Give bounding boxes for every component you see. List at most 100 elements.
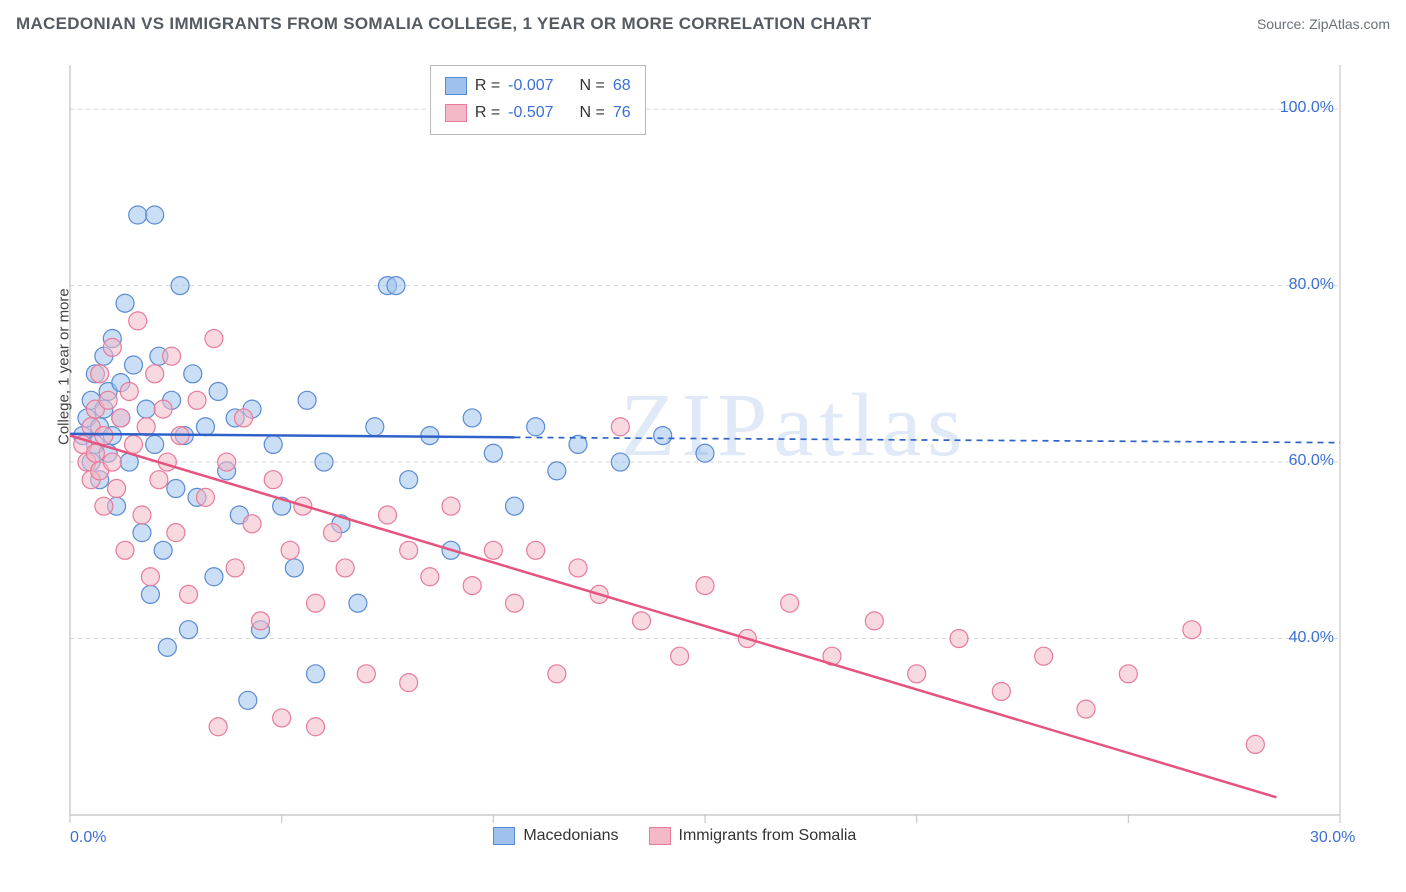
- data-point: [323, 524, 341, 542]
- data-point: [125, 356, 143, 374]
- data-point: [209, 382, 227, 400]
- source-prefix: Source:: [1257, 16, 1309, 32]
- data-point: [654, 427, 672, 445]
- data-point: [129, 206, 147, 224]
- data-point: [171, 277, 189, 295]
- source-attribution: Source: ZipAtlas.com: [1257, 16, 1390, 32]
- data-point: [205, 330, 223, 348]
- data-point: [188, 391, 206, 409]
- stats-row: R =-0.007N =68: [445, 72, 631, 99]
- y-axis-label: College, 1 year or more: [56, 288, 73, 445]
- r-value: -0.507: [508, 99, 553, 126]
- data-point: [307, 594, 325, 612]
- data-point: [400, 471, 418, 489]
- x-tick-label: 0.0%: [70, 829, 106, 847]
- y-tick-label: 100.0%: [1280, 99, 1334, 117]
- data-point: [205, 568, 223, 586]
- data-point: [243, 515, 261, 533]
- data-point: [548, 665, 566, 683]
- data-point: [167, 480, 185, 498]
- data-point: [180, 621, 198, 639]
- data-point: [696, 577, 714, 595]
- data-point: [527, 541, 545, 559]
- source-name: ZipAtlas.com: [1309, 16, 1390, 32]
- scatter-chart-svg: [50, 55, 1360, 835]
- data-point: [1183, 621, 1201, 639]
- data-point: [146, 206, 164, 224]
- data-point: [120, 382, 138, 400]
- data-point: [569, 559, 587, 577]
- data-point: [154, 541, 172, 559]
- data-point: [86, 444, 104, 462]
- data-point: [167, 524, 185, 542]
- chart-title: MACEDONIAN VS IMMIGRANTS FROM SOMALIA CO…: [16, 14, 871, 34]
- data-point: [196, 418, 214, 436]
- data-point: [146, 435, 164, 453]
- data-point: [357, 665, 375, 683]
- n-value: 76: [613, 99, 631, 126]
- data-point: [285, 559, 303, 577]
- data-point: [218, 453, 236, 471]
- data-point: [137, 400, 155, 418]
- data-point: [146, 365, 164, 383]
- data-point: [163, 347, 181, 365]
- data-point: [463, 577, 481, 595]
- data-point: [226, 559, 244, 577]
- data-point: [125, 435, 143, 453]
- data-point: [184, 365, 202, 383]
- data-point: [196, 488, 214, 506]
- data-point: [1119, 665, 1137, 683]
- data-point: [527, 418, 545, 436]
- stats-row: R =-0.507N =76: [445, 99, 631, 126]
- data-point: [349, 594, 367, 612]
- r-value: -0.007: [508, 72, 553, 99]
- data-point: [133, 524, 151, 542]
- data-point: [298, 391, 316, 409]
- data-point: [264, 435, 282, 453]
- series-swatch: [445, 77, 467, 95]
- data-point: [273, 709, 291, 727]
- data-point: [315, 453, 333, 471]
- data-point: [484, 541, 502, 559]
- data-point: [239, 691, 257, 709]
- data-point: [1077, 700, 1095, 718]
- x-tick-label: 30.0%: [1310, 829, 1355, 847]
- data-point: [1246, 735, 1264, 753]
- data-point: [154, 400, 172, 418]
- r-label: R =: [475, 72, 500, 99]
- series-swatch: [445, 104, 467, 122]
- trend-line: [70, 436, 1277, 798]
- data-point: [180, 585, 198, 603]
- data-point: [116, 294, 134, 312]
- data-point: [865, 612, 883, 630]
- data-point: [633, 612, 651, 630]
- data-point: [463, 409, 481, 427]
- y-tick-label: 40.0%: [1289, 629, 1334, 647]
- data-point: [141, 568, 159, 586]
- data-point: [116, 541, 134, 559]
- data-point: [307, 665, 325, 683]
- y-tick-label: 80.0%: [1289, 276, 1334, 294]
- stats-legend-box: R =-0.007N =68R =-0.507N =76: [430, 65, 646, 135]
- data-point: [992, 682, 1010, 700]
- data-point: [671, 647, 689, 665]
- data-point: [400, 674, 418, 692]
- data-point: [133, 506, 151, 524]
- chart-area: College, 1 year or more ZIPatlas R =-0.0…: [50, 55, 1360, 835]
- data-point: [264, 471, 282, 489]
- data-point: [158, 638, 176, 656]
- legend-label: Immigrants from Somalia: [679, 827, 857, 845]
- data-point: [281, 541, 299, 559]
- n-label: N =: [580, 72, 605, 99]
- data-point: [366, 418, 384, 436]
- data-point: [1035, 647, 1053, 665]
- data-point: [103, 453, 121, 471]
- data-point: [379, 506, 397, 524]
- data-point: [484, 444, 502, 462]
- data-point: [95, 427, 113, 445]
- data-point: [150, 471, 168, 489]
- data-point: [99, 391, 117, 409]
- legend-label: Macedonians: [523, 827, 618, 845]
- data-point: [400, 541, 418, 559]
- data-point: [442, 497, 460, 515]
